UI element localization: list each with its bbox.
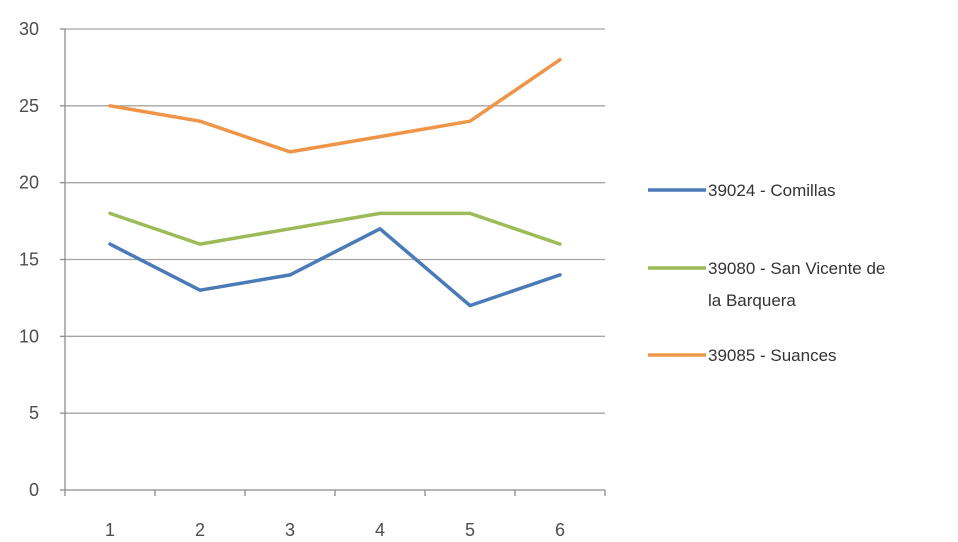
x-tick-label: 3 — [285, 520, 295, 540]
x-tick-label: 6 — [555, 520, 565, 540]
y-tick-label: 25 — [19, 96, 39, 116]
gridlines — [65, 28, 605, 414]
series-lines — [108, 57, 562, 308]
y-axis-ticks: 0 5 10 15 20 25 30 — [19, 19, 65, 500]
y-tick-label: 10 — [19, 326, 39, 346]
x-tick-label: 4 — [375, 520, 385, 540]
series-line-3 — [108, 57, 562, 154]
legend: 39024 - Comillas 39080 - San Vicente de la… — [648, 181, 885, 365]
x-tick-label: 5 — [465, 520, 475, 540]
y-tick-label: 15 — [19, 250, 39, 270]
legend-label-2: 39080 - San Vicente de la Barquera — [708, 259, 885, 310]
y-tick-label: 0 — [29, 480, 39, 500]
series-line-1 — [108, 227, 562, 308]
series-line-2 — [108, 211, 562, 246]
y-tick-label: 30 — [19, 19, 39, 39]
legend-label-1: 39024 - Comillas — [708, 181, 836, 200]
legend-label-3: 39085 - Suances — [708, 346, 837, 365]
y-tick-label: 20 — [19, 173, 39, 193]
x-tick-label: 1 — [105, 520, 115, 540]
x-tick-label: 2 — [195, 520, 205, 540]
y-tick-label: 5 — [29, 403, 39, 423]
x-axis-ticks: 1 2 3 4 5 6 — [64, 490, 606, 540]
